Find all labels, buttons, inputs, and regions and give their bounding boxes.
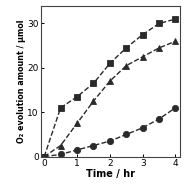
Y-axis label: O₂ evolution amount / μmol: O₂ evolution amount / μmol <box>17 19 26 143</box>
X-axis label: Time / hr: Time / hr <box>86 169 135 179</box>
